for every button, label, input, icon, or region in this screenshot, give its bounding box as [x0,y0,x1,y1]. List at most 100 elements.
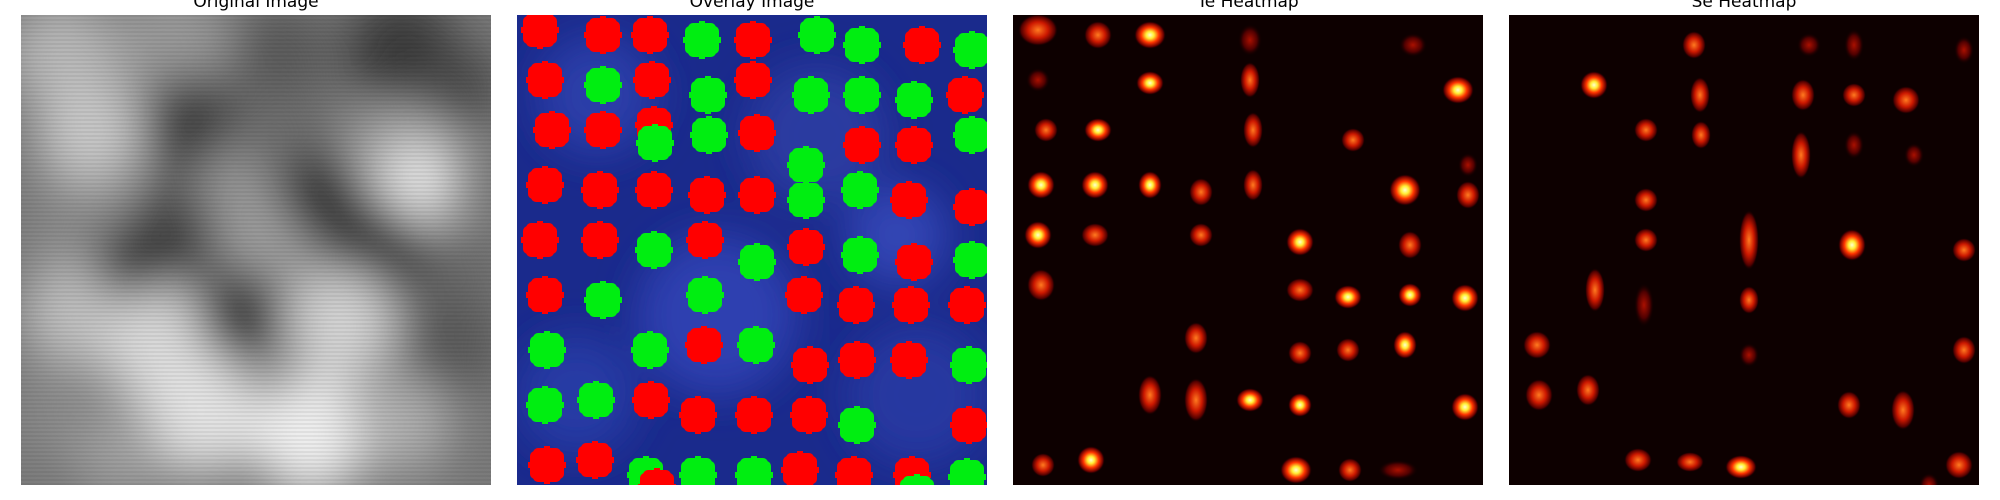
panel-se-heatmap: Se Heatmap [1509,0,1979,500]
green-marker [838,406,876,444]
heat-spot [1904,143,1924,167]
red-marker [946,76,984,114]
heat-spot [1399,33,1427,57]
heat-spot [1842,83,1866,107]
red-marker [738,114,776,152]
heat-spot [1892,86,1920,114]
red-marker [735,396,773,434]
heat-spot [1634,118,1658,142]
red-marker [890,341,928,379]
heat-spot [1676,452,1704,472]
heat-spot [1286,278,1314,302]
green-marker [792,76,830,114]
heat-spot [1838,229,1866,261]
green-marker [631,331,669,369]
red-marker [686,221,724,259]
heat-spot [1576,374,1600,406]
red-marker [581,221,619,259]
heat-spot [1243,169,1263,201]
panel-title-se: Se Heatmap [1691,0,1797,12]
green-marker [528,331,566,369]
heat-spot [1336,338,1360,362]
heat-spot [1240,62,1260,98]
heat-spot [1725,455,1757,479]
green-marker [577,381,615,419]
heat-spot [1018,15,1058,46]
red-marker [895,126,933,164]
heat-spot [1026,68,1050,92]
heat-spot [1442,76,1474,104]
heat-spot [1238,24,1262,56]
heat-spot [1081,223,1109,247]
red-marker [685,326,723,364]
green-marker [787,181,825,219]
red-marker [526,166,564,204]
heat-spot [1236,388,1264,412]
red-marker [790,396,828,434]
green-marker [735,456,773,485]
green-marker [737,326,775,364]
panel-original: Original Image [21,0,491,500]
heat-spot [1243,112,1263,148]
heat-spot [1138,375,1162,415]
green-marker [679,456,717,485]
green-marker [635,231,673,269]
green-marker [895,81,933,119]
heat-spot [1739,343,1759,367]
red-marker [631,16,669,54]
heat-spot [1024,221,1052,249]
red-marker [948,286,986,324]
red-marker [837,286,875,324]
green-marker [841,236,879,274]
heat-spot [1945,451,1973,479]
heat-spot [1077,446,1105,474]
red-marker [526,61,564,99]
red-marker [576,441,614,479]
green-marker [798,16,836,54]
red-marker [903,26,941,64]
heat-spot [1081,171,1109,199]
red-marker [838,341,876,379]
original-image [21,15,491,485]
heat-spot [1952,238,1976,262]
red-marker [584,111,622,149]
red-marker [635,171,673,209]
heat-spot [1136,71,1164,95]
heat-spot [1034,118,1058,142]
green-marker [526,386,564,424]
red-marker [835,456,873,485]
heat-spot [1451,393,1479,421]
red-marker [734,21,772,59]
heat-spot [1189,223,1213,247]
red-marker [521,221,559,259]
heat-spot [1919,473,1939,485]
red-marker [791,346,829,384]
heat-spot [1739,286,1759,314]
heat-spot [1378,460,1418,480]
red-marker [632,381,670,419]
red-marker [633,61,671,99]
heat-spot [1341,128,1365,152]
green-marker [686,276,724,314]
red-marker [528,446,566,484]
heat-spot [1138,171,1162,199]
heat-spot [1580,71,1608,99]
heat-spot [1791,79,1815,111]
red-marker [679,396,717,434]
heat-spot [1389,174,1421,206]
panel-title-original: Original Image [193,0,319,12]
green-marker [738,243,776,281]
heat-spot [1398,283,1422,307]
green-marker [900,474,934,485]
heat-spot [1334,285,1362,309]
heat-spot [1844,131,1864,159]
green-marker [636,124,674,162]
red-marker [533,111,571,149]
heat-spot [1184,378,1208,422]
heat-spot [1189,178,1213,206]
heat-spot [1954,36,1974,64]
heat-spot [1338,458,1362,482]
red-marker [584,16,622,54]
heat-spot [1891,390,1915,430]
heat-spot [1682,31,1706,59]
